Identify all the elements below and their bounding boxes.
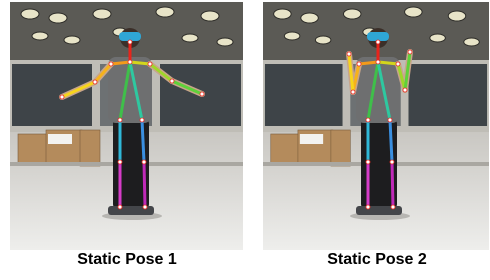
skeleton-bone bbox=[359, 62, 378, 64]
skeleton-joint bbox=[408, 50, 412, 54]
caption: Static Pose 1 bbox=[77, 251, 177, 268]
skeleton-joint bbox=[170, 79, 174, 83]
skeleton-bone bbox=[142, 120, 144, 162]
skeleton-joint bbox=[366, 160, 370, 164]
skeleton-bone bbox=[111, 62, 130, 64]
skeleton-joint bbox=[118, 160, 122, 164]
skeleton-joint bbox=[143, 205, 147, 209]
skeleton-joint bbox=[347, 52, 351, 56]
skeleton-joint bbox=[396, 62, 400, 66]
skeleton-bone bbox=[392, 162, 393, 207]
skeleton-joint bbox=[366, 118, 370, 122]
skeleton-bone bbox=[144, 162, 145, 207]
photo bbox=[10, 2, 243, 250]
skeleton-joint bbox=[128, 40, 132, 44]
skeleton-joint bbox=[60, 95, 64, 99]
skeleton-joint bbox=[403, 88, 407, 92]
skeleton-joint bbox=[142, 160, 146, 164]
skeleton-bone bbox=[378, 62, 398, 64]
skeleton-joint bbox=[109, 62, 113, 66]
skeleton-joint bbox=[388, 118, 392, 122]
figure: Static Pose 1 Static Pose 2 bbox=[0, 0, 490, 275]
skeleton-joint bbox=[391, 205, 395, 209]
skeleton-joint bbox=[140, 118, 144, 122]
skeleton-joint bbox=[357, 62, 361, 66]
photo bbox=[263, 2, 489, 250]
skeleton-joint bbox=[366, 205, 370, 209]
skeleton-joint bbox=[148, 62, 152, 66]
skeleton-joint bbox=[200, 92, 204, 96]
skeleton-bone bbox=[130, 62, 150, 64]
skeleton-joint bbox=[390, 160, 394, 164]
skeleton-joint bbox=[118, 205, 122, 209]
skeleton-joint bbox=[128, 60, 132, 64]
skeleton-joint bbox=[376, 40, 380, 44]
skeleton-joint bbox=[351, 90, 355, 94]
skeleton-joint bbox=[376, 60, 380, 64]
caption: Static Pose 2 bbox=[327, 251, 427, 268]
skeleton-joint bbox=[118, 118, 122, 122]
skeleton-joint bbox=[93, 80, 97, 84]
skeleton-bone bbox=[390, 120, 392, 162]
